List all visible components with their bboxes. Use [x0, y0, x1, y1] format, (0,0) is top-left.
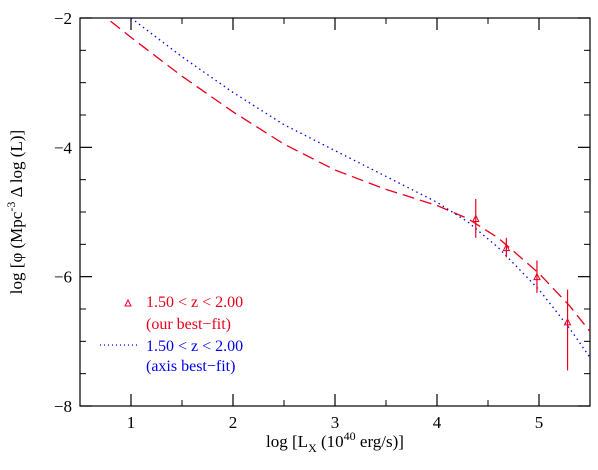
legend-note-2: (axis best−fit) — [146, 358, 235, 375]
series-group — [110, 17, 591, 358]
data-point-triangle — [563, 317, 572, 326]
x-tick-label: 2 — [229, 413, 238, 432]
data-points — [471, 199, 572, 371]
x-ticks: 1 2 3 4 5 — [79, 18, 591, 432]
data-point-triangle — [502, 243, 511, 252]
data-point-triangle — [533, 272, 541, 281]
legend: 1.50 < z < 2.00 (our best−fit) 1.50 < z … — [100, 294, 243, 375]
x-tick-label: 3 — [331, 413, 340, 432]
y-axis-label: log [φ (Mpc-3 Δ log (L)] — [4, 130, 26, 294]
x-tick-label: 1 — [127, 413, 136, 432]
y-tick-label: −2 — [54, 9, 72, 28]
series-line-1 — [110, 20, 591, 333]
x-axis-label: log [LX (1040 erg/s)] — [266, 429, 404, 455]
legend-label-2: 1.50 < z < 2.00 — [146, 338, 243, 355]
y-tick-label: −6 — [54, 268, 72, 287]
y-tick-label: −8 — [54, 397, 72, 416]
legend-triangle-marker — [124, 298, 132, 307]
data-point-triangle — [471, 214, 480, 222]
legend-label-1: 1.50 < z < 2.00 — [146, 294, 243, 311]
x-tick-label: 5 — [535, 413, 544, 432]
y-ticks: −8 −6 −4 −2 — [54, 9, 590, 416]
y-tick-label: −4 — [54, 138, 73, 157]
legend-note-1: (our best−fit) — [146, 316, 231, 333]
series-line-2 — [130, 17, 591, 358]
x-tick-label: 4 — [433, 413, 442, 432]
